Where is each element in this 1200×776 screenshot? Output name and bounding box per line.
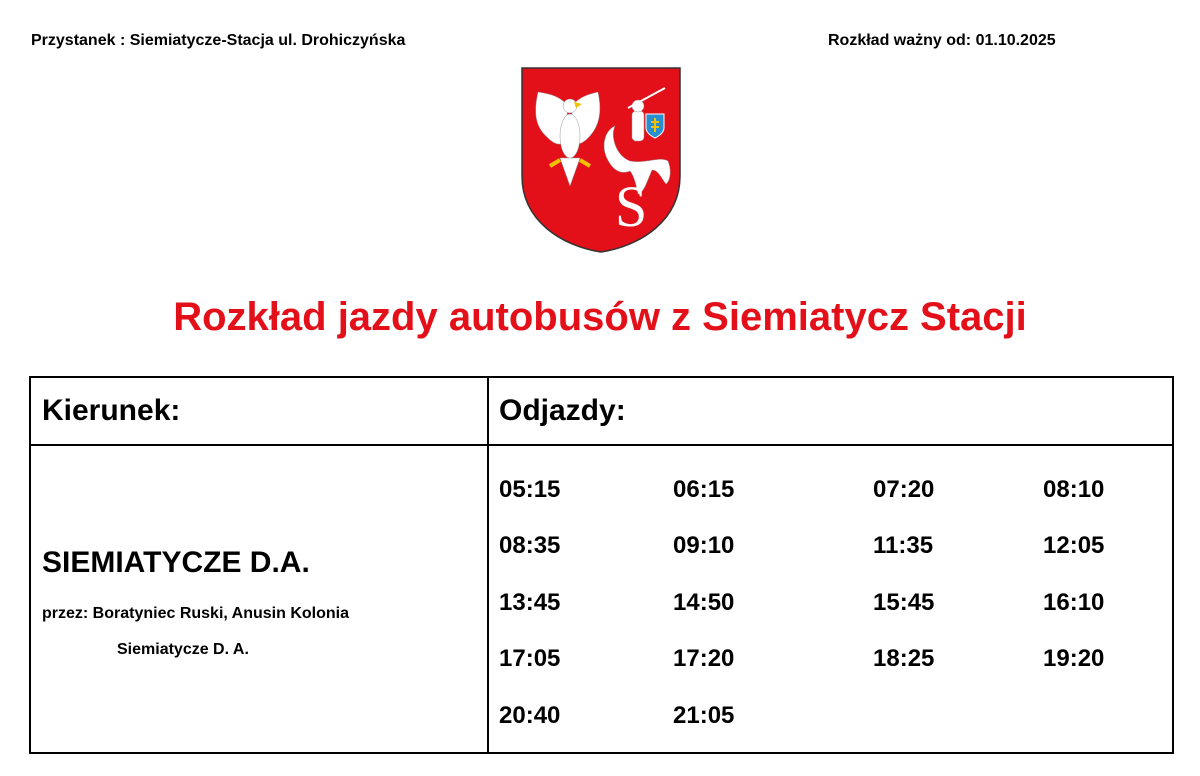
destination: SIEMIATYCZE D.A.: [42, 546, 310, 579]
departure-time: 21:05: [673, 702, 735, 729]
departure-time: 17:20: [673, 645, 735, 672]
direction-header: Kierunek:: [42, 394, 181, 427]
departure-time: 19:20: [1043, 645, 1105, 672]
stop-name: Przystanek : Siemiatycze-Stacja ul. Droh…: [31, 32, 406, 49]
departures-header: Odjazdy:: [499, 394, 626, 427]
departure-time: 18:25: [873, 645, 935, 672]
via-stops: przez: Boratyniec Ruski, Anusin Kolonia: [42, 605, 350, 622]
departure-time: 12:05: [1043, 532, 1105, 559]
departure-time: 13:45: [499, 589, 561, 616]
column-divider: [487, 378, 489, 752]
departure-time: 08:10: [1043, 476, 1105, 503]
timetable: Kierunek: Odjazdy: SIEMIATYCZE D.A. prze…: [29, 376, 1174, 754]
page-title: Rozkład jazdy autobusów z Siemiatycz Sta…: [173, 295, 1027, 339]
departure-time: 11:35: [873, 532, 934, 559]
departure-time: 17:05: [499, 645, 561, 672]
departure-time: 08:35: [499, 532, 561, 559]
valid-from: Rozkład ważny od: 01.10.2025: [828, 32, 1056, 49]
coat-of-arms-logo: S: [521, 67, 681, 253]
svg-text:S: S: [615, 174, 647, 239]
header-divider: [31, 444, 1172, 446]
departure-time: 07:20: [873, 476, 935, 503]
departure-time: 16:10: [1043, 589, 1105, 616]
via-stops-line2: Siemiatycze D. A.: [117, 641, 249, 658]
departure-time: 05:15: [499, 476, 561, 503]
departure-time: 20:40: [499, 702, 561, 729]
departure-time: 14:50: [673, 589, 735, 616]
departure-time: 15:45: [873, 589, 935, 616]
departure-time: 06:15: [673, 476, 735, 503]
departure-time: 09:10: [673, 532, 735, 559]
